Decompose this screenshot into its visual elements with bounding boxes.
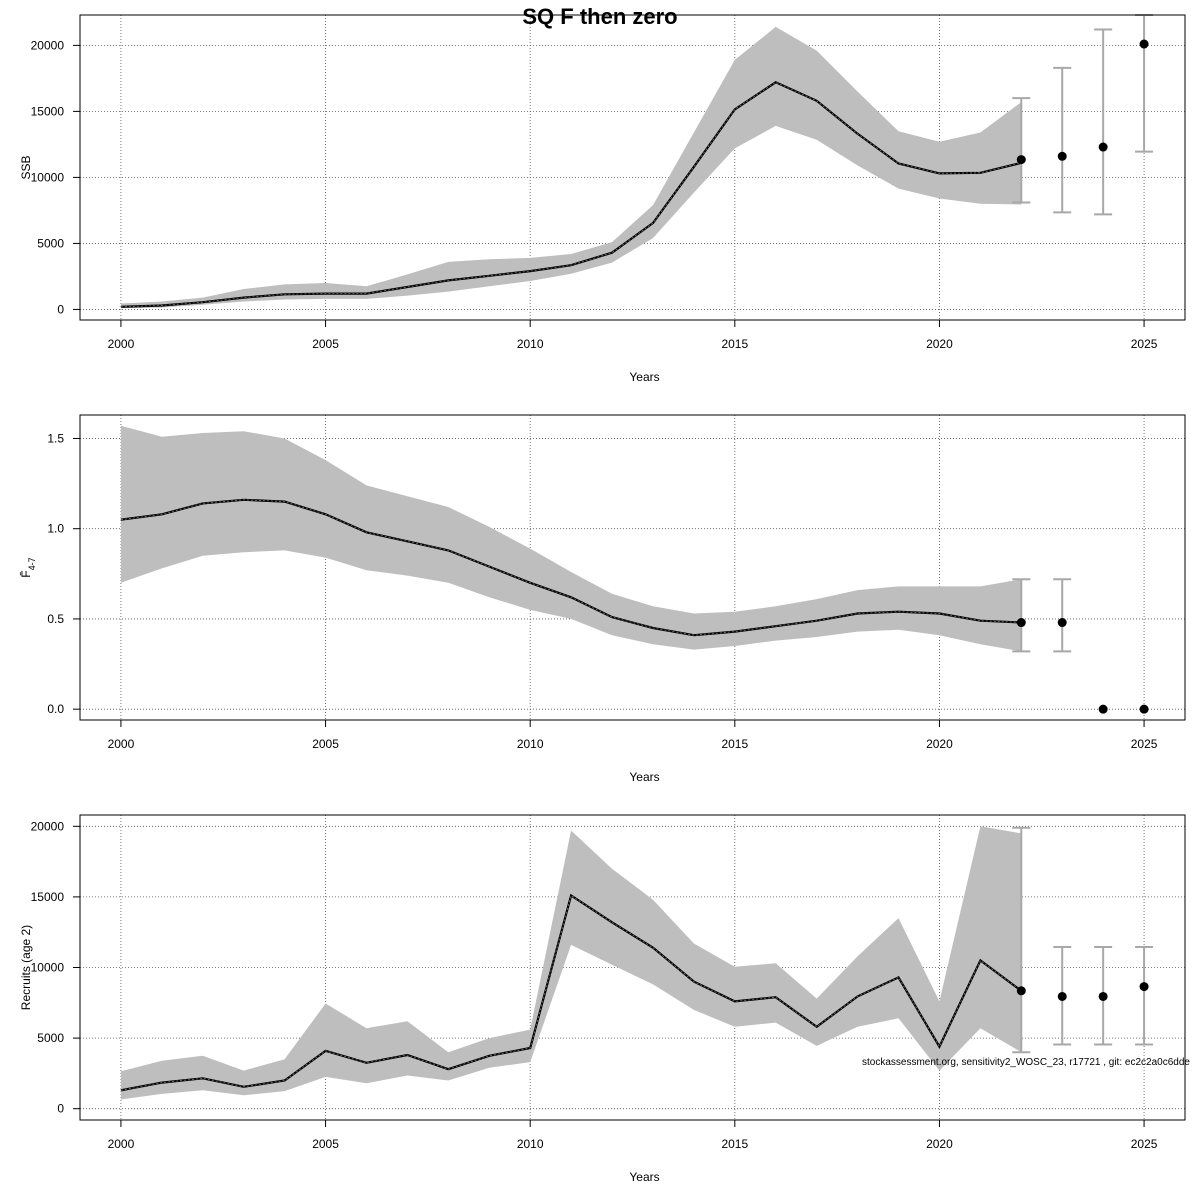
x-tick-label: 2005	[312, 1137, 339, 1151]
x-tick-label: 2025	[1131, 1137, 1158, 1151]
panel-2: 2000 2005 2010 2015 2020 2025 0.0 0.5 1.0 1.5 Year…	[19, 414, 1186, 784]
forecast-point	[1016, 986, 1026, 996]
main-title: SQ F then zero	[522, 4, 677, 29]
x-tick-label: 2005	[312, 737, 339, 751]
x-tick-label: 2025	[1131, 337, 1158, 351]
x-axis-title: Years	[629, 770, 659, 784]
x-tick-label: 2020	[926, 1137, 953, 1151]
y-tick-label: 5000	[37, 236, 64, 250]
forecast-point	[1057, 151, 1067, 161]
y-axis-title: SSB	[19, 155, 33, 179]
x-tick-label: 2010	[517, 337, 544, 351]
x-tick-label: 2020	[926, 337, 953, 351]
estimate-line-dash	[120, 499, 1022, 636]
forecast-point	[1057, 618, 1067, 628]
x-tick-label: 2000	[108, 1137, 135, 1151]
forecast-point	[1139, 39, 1149, 49]
panels: 2000 2005 2010 2015 2020 2025 0 5000 10000 15000 2…	[19, 14, 1186, 1184]
panel-1: 2000 2005 2010 2015 2020 2025 0 5000 10000 15000 2…	[19, 14, 1186, 384]
y-tick-label: 15000	[31, 890, 65, 904]
confidence-band	[120, 26, 1022, 309]
x-axis-title: Years	[629, 1170, 659, 1184]
y-tick-label: 20000	[31, 819, 65, 833]
y-tick-label: 1.0	[47, 522, 64, 536]
forecast-point	[1098, 142, 1108, 152]
x-tick-label: 2010	[517, 1137, 544, 1151]
x-tick-label: 2025	[1131, 737, 1158, 751]
y-tick-label: 10000	[31, 170, 65, 184]
plot-frame	[79, 414, 1186, 721]
y-tick-label: 10000	[31, 961, 65, 975]
forecast-point	[1098, 991, 1108, 1001]
confidence-band	[120, 826, 1022, 1100]
panel-3: 2000 2005 2010 2015 2020 2025 0 5000 10000 15000 2…	[19, 814, 1186, 1184]
x-tick-label: 2015	[721, 337, 748, 351]
y-tick-label: 0	[57, 1102, 64, 1116]
forecast-point	[1139, 704, 1149, 714]
x-tick-label: 2010	[517, 737, 544, 751]
y-tick-label: 1.5	[47, 431, 64, 445]
forecast-point	[1139, 982, 1149, 992]
forecast-point	[1098, 704, 1108, 714]
y-tick-label: 5000	[37, 1031, 64, 1045]
y-tick-label: 0.5	[47, 612, 64, 626]
estimate-line-dash	[120, 894, 1022, 1091]
estimate-line-dash	[120, 81, 1022, 308]
x-tick-label: 2000	[108, 737, 135, 751]
x-axis-title: Years	[629, 370, 659, 384]
y-axis-title: Recruits (age 2)	[19, 925, 33, 1010]
footnote: stockassessment.org, sensitivity2_WOSC_2…	[862, 1057, 1190, 1068]
y-tick-label: 0	[57, 302, 64, 316]
confidence-band	[120, 425, 1022, 652]
x-tick-label: 2015	[721, 1137, 748, 1151]
forecast-point	[1016, 618, 1026, 628]
forecast-point	[1057, 991, 1067, 1001]
y-axis-title-subscript: 4-7	[27, 557, 37, 570]
x-tick-label: 2020	[926, 737, 953, 751]
x-tick-label: 2005	[312, 337, 339, 351]
x-tick-label: 2000	[108, 337, 135, 351]
x-tick-label: 2015	[721, 737, 748, 751]
y-tick-label: 0.0	[47, 702, 64, 716]
y-tick-label: 20000	[31, 38, 65, 52]
y-tick-label: 15000	[31, 104, 65, 118]
forecast-point	[1016, 155, 1026, 165]
plot-frame	[79, 14, 1186, 321]
